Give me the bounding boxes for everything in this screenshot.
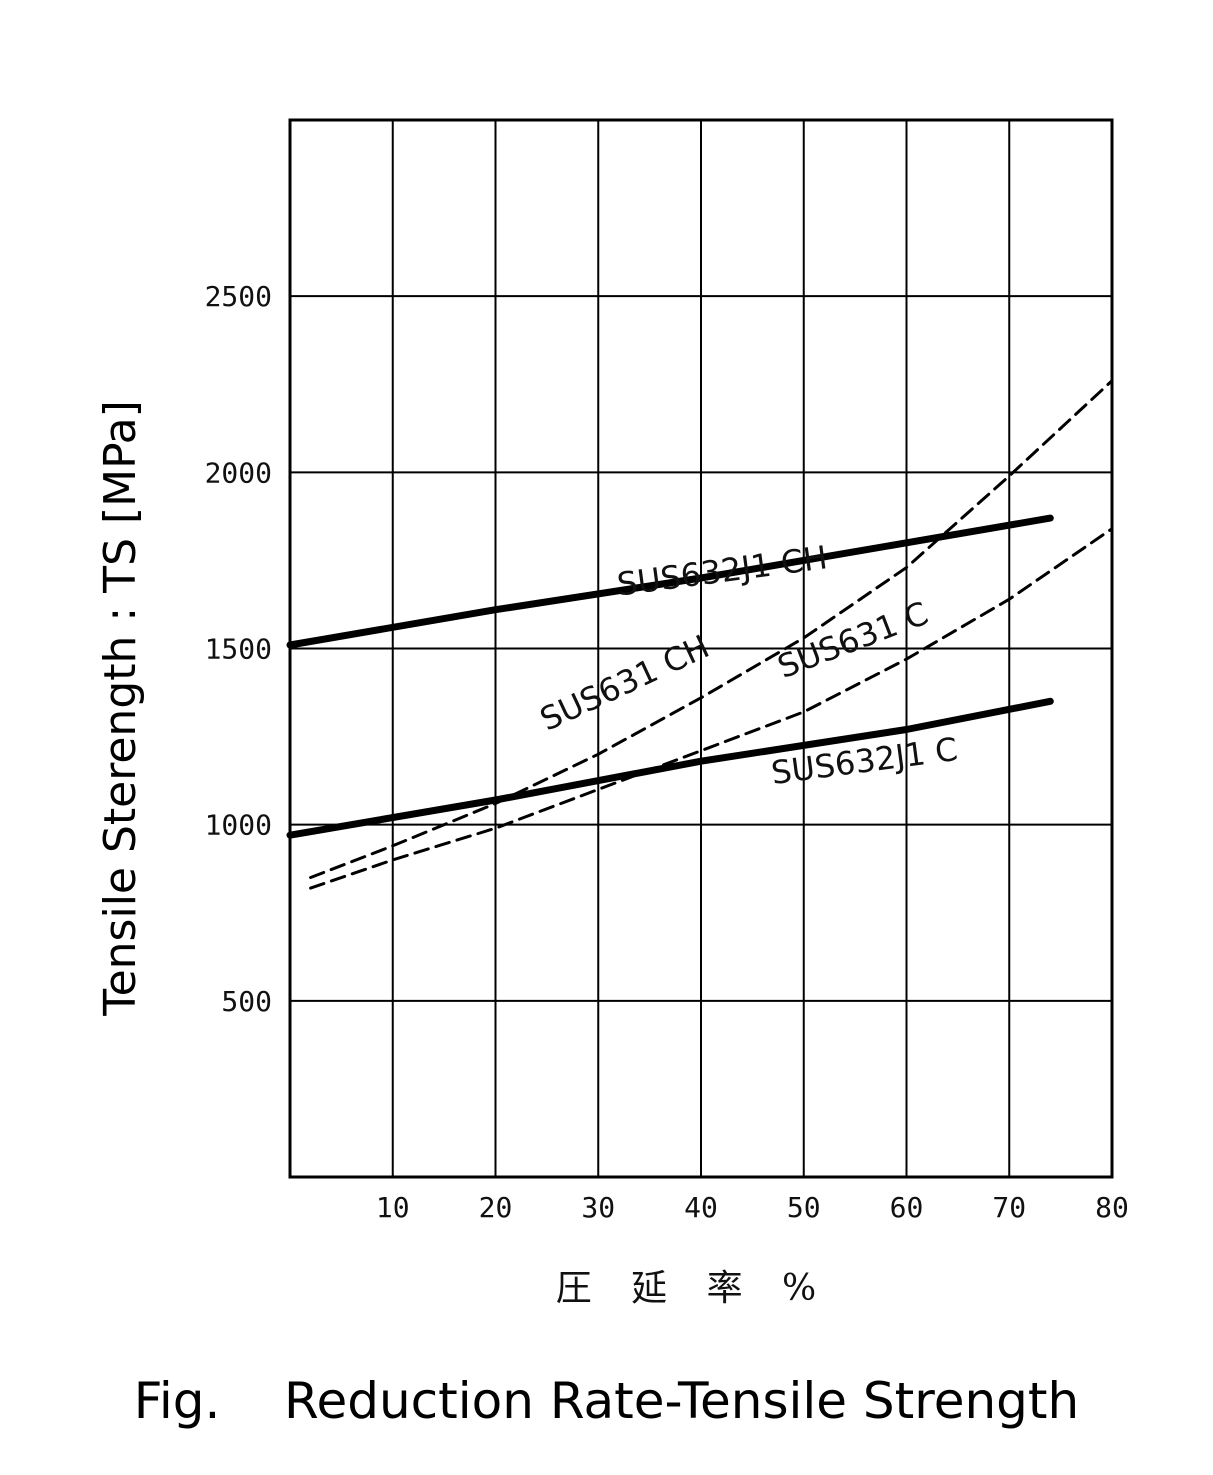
figure-caption: Fig. Reduction Rate-Tensile Strength [133, 1372, 1080, 1430]
y-axis-label: Tensile Sterength : TS [MPa] [95, 400, 146, 1017]
x-tick-label: 20 [479, 1191, 513, 1224]
x-tick-labels: 10 20 30 40 50 60 70 80 [376, 1191, 1129, 1224]
x-axis-label: 圧 延 率 % [556, 1268, 831, 1309]
x-tick-label: 70 [992, 1191, 1026, 1224]
y-tick-label: 2000 [205, 456, 272, 489]
x-tick-label: 10 [376, 1191, 410, 1224]
x-tick-label: 60 [890, 1191, 924, 1224]
x-tick-label: 30 [581, 1191, 615, 1224]
series-label-sus631-c: SUS631 C [772, 594, 933, 686]
y-tick-label: 1000 [205, 809, 272, 842]
series-line-sus632j1-c [286, 697, 1054, 839]
x-tick-label: 40 [684, 1191, 718, 1224]
series-label-sus632j1-ch: SUS632J1 CH [615, 538, 830, 603]
series-line-sus632j1-ch [286, 514, 1054, 649]
grid [290, 120, 1113, 1177]
y-tick-label: 500 [221, 985, 272, 1018]
x-tick-label: 80 [1095, 1191, 1129, 1224]
y-tick-labels: 500 1000 1500 2000 2500 [205, 280, 272, 1018]
x-tick-label: 50 [787, 1191, 821, 1224]
series-lines [286, 379, 1114, 890]
y-tick-label: 1500 [205, 633, 272, 666]
series-line-sus631-ch [309, 379, 1114, 879]
series-line-sus631-c [309, 527, 1114, 890]
series-label-sus631-ch: SUS631 CH [534, 627, 715, 738]
y-tick-label: 2500 [205, 280, 272, 313]
